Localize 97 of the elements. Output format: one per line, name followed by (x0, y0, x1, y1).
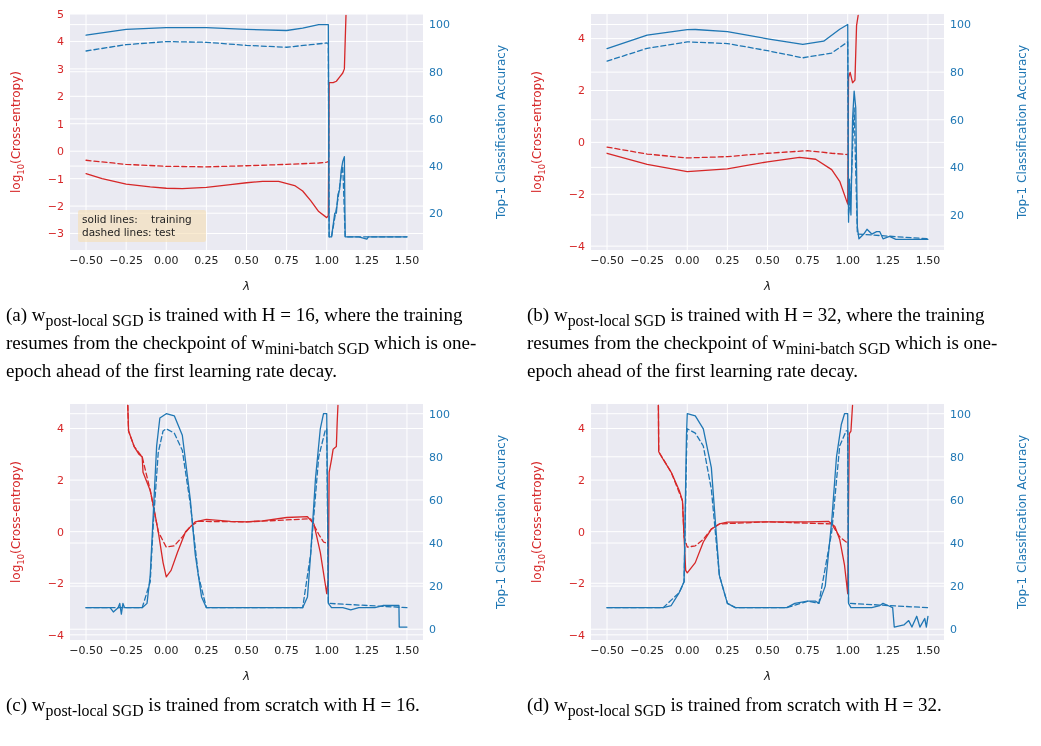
y-tick-label: −2 (568, 188, 585, 202)
x-tick-label: −0.25 (630, 254, 665, 267)
y-tick-label: 0 (578, 136, 585, 150)
x-tick-label: 1.50 (915, 643, 941, 657)
x-axis-title: λ (241, 278, 251, 293)
x-tick-label: 0.00 (154, 254, 179, 267)
y2-tick-label: 20 (429, 207, 443, 221)
y2-tick-label: 100 (429, 407, 450, 421)
text: (c) w$_{post-local SGD}$ is trained from scratch with H = 16. (5, 692, 421, 722)
y2-tick-label: 20 (950, 208, 964, 222)
annotation: solid lines: training (82, 213, 192, 225)
y2-axis-title: Top-1 Classification Accuracy (493, 434, 508, 610)
y2-tick-label: 40 (950, 161, 964, 175)
x-tick-label: −0.25 (109, 254, 144, 267)
x-tick-label: 1.50 (394, 643, 420, 657)
x-tick-label: −0.50 (590, 643, 624, 657)
x-tick-label: 0.00 (675, 254, 700, 267)
y-tick-label: 1 (57, 117, 64, 131)
x-tick-label: 0.25 (194, 643, 219, 657)
x-tick-label: 0.50 (755, 254, 780, 267)
x-tick-label: 0.50 (755, 643, 780, 657)
y2-tick-label: 80 (429, 65, 443, 79)
x-axis-title: λ (762, 278, 772, 293)
y-tick-label: 4 (578, 32, 585, 46)
y-tick-label: −4 (47, 628, 64, 642)
x-tick-label: 0.25 (194, 254, 219, 267)
y2-tick-label: 40 (429, 159, 443, 173)
y-tick-label: −4 (568, 628, 585, 642)
y2-tick-label: 20 (429, 579, 443, 593)
y2-tick-label: 0 (950, 622, 957, 636)
x-tick-label: 1.00 (835, 643, 860, 657)
text: (a) w$_{post-local SGD}$ is trained with H = 16, where the training resumes from the checkpoint of w$_{mini-batch SGD}$ which is one-epoch ahead of the first learning rate decay. (6, 304, 477, 381)
x-tick-label: −0.50 (69, 643, 103, 657)
y2-axis-title: Top-1 Classification Accuracy (493, 44, 508, 221)
x-tick-label: 0.00 (154, 643, 179, 657)
y-tick-label: 4 (578, 421, 585, 435)
y2-tick-label: 60 (950, 493, 964, 507)
y2-tick-label: 80 (429, 450, 443, 464)
y-tick-label: 2 (578, 473, 585, 487)
x-tick-label: 1.00 (314, 254, 339, 267)
x-tick-label: 0.75 (274, 254, 299, 267)
x-tick-label: 0.50 (234, 254, 259, 267)
x-tick-label: 1.25 (875, 254, 901, 267)
y2-tick-label: 80 (950, 65, 964, 79)
y-tick-label: 2 (57, 473, 64, 487)
x-tick-label: 1.50 (394, 254, 420, 267)
y-tick-label: 4 (57, 421, 64, 435)
x-tick-label: 0.75 (795, 254, 820, 267)
y-tick-label: 3 (57, 62, 64, 76)
x-axis-title: λ (762, 668, 772, 683)
annotation: dashed lines: test (82, 226, 176, 238)
text: (b) w$_{post-local SGD}$ is trained with H = 32, where the training resumes from the checkpoint of w$_{mini-batch SGD}$ which is one-epoch ahead of the first learning rate decay. (527, 304, 998, 381)
x-tick-label: 0.00 (675, 643, 700, 657)
x-tick-label: 0.75 (795, 643, 820, 657)
y-tick-label: 2 (57, 90, 64, 104)
y2-tick-label: 60 (429, 112, 443, 126)
x-tick-label: 1.25 (354, 254, 380, 267)
x-tick-label: −0.50 (69, 254, 103, 267)
y-tick-label: 5 (57, 7, 64, 21)
y2-axis-title: Top-1 Classification Accuracy (1014, 434, 1029, 610)
line-series (85, 159, 329, 168)
y2-tick-label: 100 (429, 18, 450, 32)
y2-tick-label: 60 (950, 113, 964, 127)
y2-tick-label: 60 (429, 493, 443, 507)
y2-tick-label: 0 (429, 622, 436, 636)
y-tick-label: 0 (57, 145, 64, 159)
x-axis-title: λ (241, 668, 251, 683)
x-tick-label: 1.00 (314, 643, 339, 657)
x-tick-label: 0.75 (274, 643, 299, 657)
x-tick-label: 1.50 (915, 254, 941, 267)
x-tick-label: −0.25 (109, 643, 144, 657)
y-tick-label: 0 (578, 525, 585, 539)
y-tick-label: 2 (578, 84, 585, 98)
y-tick-label: −1 (47, 172, 64, 186)
x-tick-label: 0.25 (715, 643, 740, 657)
x-tick-label: 1.25 (354, 643, 380, 657)
y2-tick-label: 40 (950, 536, 964, 550)
y-tick-label: −2 (47, 576, 64, 590)
x-tick-label: −0.25 (630, 643, 665, 657)
y2-tick-label: 20 (950, 579, 964, 593)
x-tick-label: 0.25 (715, 254, 740, 267)
x-tick-label: 1.00 (835, 254, 860, 267)
y-tick-label: −3 (47, 227, 64, 241)
y2-tick-label: 100 (950, 407, 971, 421)
y-tick-label: −2 (568, 576, 585, 590)
y-tick-label: −2 (47, 199, 64, 213)
y-tick-label: −4 (568, 239, 585, 253)
y2-tick-label: 40 (429, 536, 443, 550)
text: (d) w$_{post-local SGD}$ is trained from scratch with H = 32. (526, 692, 943, 722)
y-tick-label: 0 (57, 525, 64, 539)
x-tick-label: 0.50 (234, 643, 259, 657)
y2-tick-label: 80 (950, 450, 964, 464)
x-tick-label: −0.50 (590, 254, 624, 267)
y2-axis-title: Top-1 Classification Accuracy (1014, 44, 1029, 221)
y2-tick-label: 100 (950, 18, 971, 32)
x-tick-label: 1.25 (875, 643, 901, 657)
y-tick-label: 4 (57, 35, 64, 49)
